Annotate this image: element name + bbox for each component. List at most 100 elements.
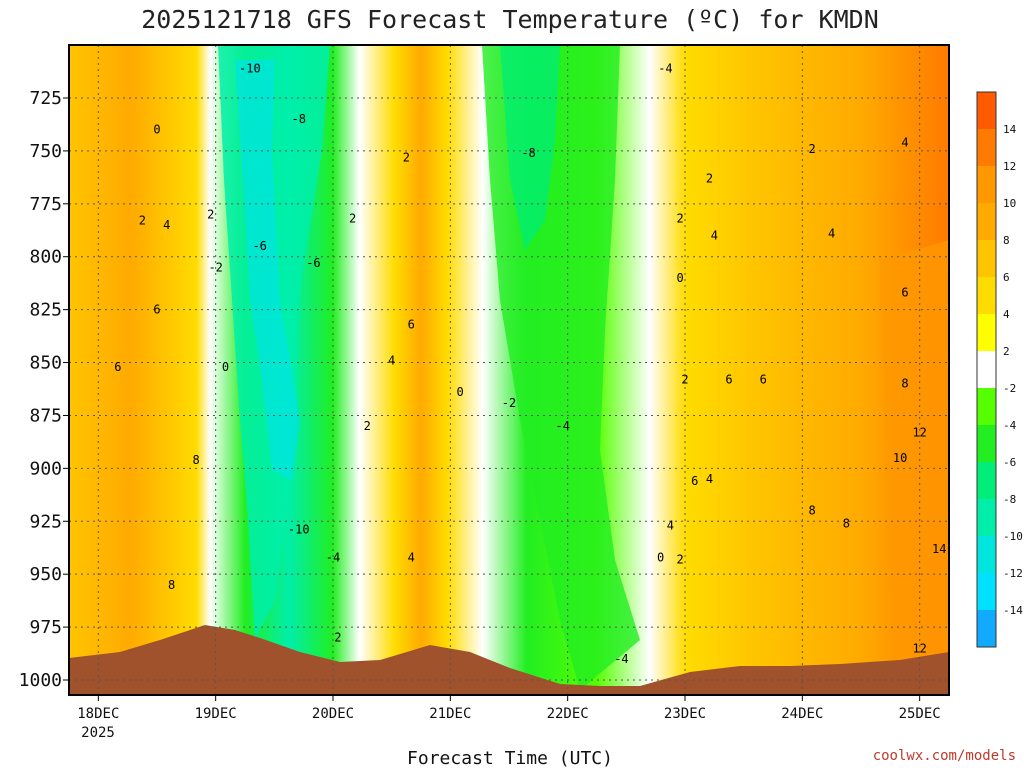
contour-label: 4 xyxy=(408,550,415,564)
colorbar-tick-label: -4 xyxy=(1003,419,1017,432)
colorbar-tick-label: -6 xyxy=(1003,456,1016,469)
x-axis-label: Forecast Time (UTC) xyxy=(407,748,613,768)
colorbar-frame xyxy=(976,91,997,648)
y-tick-label: 950 xyxy=(29,564,62,585)
contour-label: -8 xyxy=(292,112,306,126)
y-tick-label: 800 xyxy=(29,247,62,268)
colorbar-tick-label: -10 xyxy=(1003,530,1023,543)
colorbar-swatch xyxy=(977,536,996,574)
contour-label: 2 xyxy=(139,214,146,228)
x-tick-label: 23DEC xyxy=(664,706,706,722)
contour-label: 4 xyxy=(711,229,718,243)
x-tick-year: 2025 xyxy=(81,725,115,741)
contour-label: 2 xyxy=(676,552,683,566)
colorbar-swatch xyxy=(977,610,996,648)
contour-label: 0 xyxy=(222,360,229,374)
colorbar-tick-label: 8 xyxy=(1003,234,1010,247)
contour-label: -10 xyxy=(239,61,261,75)
contour-label: 6 xyxy=(725,372,732,386)
contour-label: 4 xyxy=(706,472,713,486)
contour-label: -2 xyxy=(208,260,222,274)
contour-label: 6 xyxy=(691,474,698,488)
contour-label: 2 xyxy=(334,631,341,645)
colorbar: 14 12 10 8 6 4 2 -2 -4 -6 -8 -10 -12 -14 xyxy=(976,91,1023,648)
colorbar-swatch xyxy=(977,166,996,204)
credit-text: coolwx.com/models xyxy=(873,748,1016,764)
contour-label: 2 xyxy=(364,419,371,433)
contour-label: 6 xyxy=(153,303,160,317)
contour-label: 2 xyxy=(808,142,815,156)
contour-label: 0 xyxy=(153,123,160,137)
y-tick-label: 850 xyxy=(29,353,62,374)
plot-frame xyxy=(68,44,950,696)
x-tick-label: 18DEC xyxy=(77,706,119,722)
contour-label: 0 xyxy=(676,271,683,285)
x-tick-label: 21DEC xyxy=(429,706,471,722)
contour-label: 0 xyxy=(456,385,463,399)
colorbar-tick-label: 2 xyxy=(1003,345,1010,358)
colorbar-tick-label: -2 xyxy=(1003,382,1016,395)
contour-label: 2 xyxy=(676,212,683,226)
colorbar-tick-label: -8 xyxy=(1003,493,1016,506)
colorbar-swatch xyxy=(977,573,996,611)
contour-labels: 02 426688-20-6-10-8-6-10-422422640-2-8-4-… xyxy=(114,61,946,665)
plot-area xyxy=(69,45,949,695)
x-tick-label: 22DEC xyxy=(547,706,589,722)
y-tick-label: 775 xyxy=(29,194,62,215)
contour-label: 4 xyxy=(828,226,835,240)
x-tick-label: 20DEC xyxy=(312,706,354,722)
contour-label: -8 xyxy=(521,146,535,160)
x-tick-label: 25DEC xyxy=(899,706,941,722)
x-tick-label: 19DEC xyxy=(195,706,237,722)
cold-core-west xyxy=(235,60,300,480)
contour-label: 2 xyxy=(706,171,713,185)
colorbar-tick-label: -12 xyxy=(1003,567,1023,580)
colorbar-swatch xyxy=(977,277,996,315)
contour-label: 4 xyxy=(163,218,170,232)
contour-label: 6 xyxy=(901,286,908,300)
y-tick-label: 750 xyxy=(29,141,62,162)
contour-label: 8 xyxy=(808,504,815,518)
contour-label: -4 xyxy=(614,652,628,666)
contour-label: -2 xyxy=(502,396,516,410)
y-tick-label: 925 xyxy=(29,511,62,532)
contour-label: 2 xyxy=(207,207,214,221)
x-axis: 18DEC 19DEC 20DEC 21DEC 22DEC 23DEC 24DEC 25DEC xyxy=(77,695,941,722)
colorbar-tick-label: 12 xyxy=(1003,160,1016,173)
y-tick-label: 1000 xyxy=(19,670,62,691)
contour-label: 6 xyxy=(760,372,767,386)
colorbar-tick-label: 10 xyxy=(1003,197,1016,210)
colorbar-swatch xyxy=(977,129,996,167)
contour-label: 4 xyxy=(388,353,395,367)
contour-label: 6 xyxy=(408,317,415,331)
colorbar-tick-label: 4 xyxy=(1003,308,1010,321)
colorbar-swatch xyxy=(977,92,996,130)
contour-label: 10 xyxy=(893,451,907,465)
colorbar-swatch xyxy=(977,351,996,389)
grid xyxy=(69,45,949,695)
contour-label: 8 xyxy=(901,377,908,391)
contour-label: 2 xyxy=(403,150,410,164)
contour-label: -4 xyxy=(326,550,340,564)
colorbar-swatch xyxy=(977,462,996,500)
colorbar-swatch xyxy=(977,203,996,241)
contour-label: 4 xyxy=(667,519,674,533)
cold-core-east xyxy=(500,45,560,250)
contour-label: -6 xyxy=(252,239,266,253)
y-tick-label: 900 xyxy=(29,458,62,479)
chart-title: 2025121718 GFS Forecast Temperature (ºC)… xyxy=(141,5,879,34)
contour-label: 4 xyxy=(901,135,908,149)
y-tick-label: 825 xyxy=(29,300,62,321)
colorbar-swatch xyxy=(977,499,996,537)
colorbar-tick-label: 6 xyxy=(1003,271,1010,284)
colorbar-tick-label: 14 xyxy=(1003,123,1017,136)
contour-label: 2 xyxy=(349,212,356,226)
y-tick-label: 725 xyxy=(29,88,62,109)
y-axis: 725 750 775 800 825 850 875 900 925 950 975 1000 xyxy=(19,88,69,691)
x-tick-label: 24DEC xyxy=(781,706,823,722)
contour-label: -4 xyxy=(556,419,570,433)
contour-label: 8 xyxy=(168,578,175,592)
contour-label: 6 xyxy=(114,360,121,374)
colorbar-tick-label: -14 xyxy=(1003,604,1023,617)
